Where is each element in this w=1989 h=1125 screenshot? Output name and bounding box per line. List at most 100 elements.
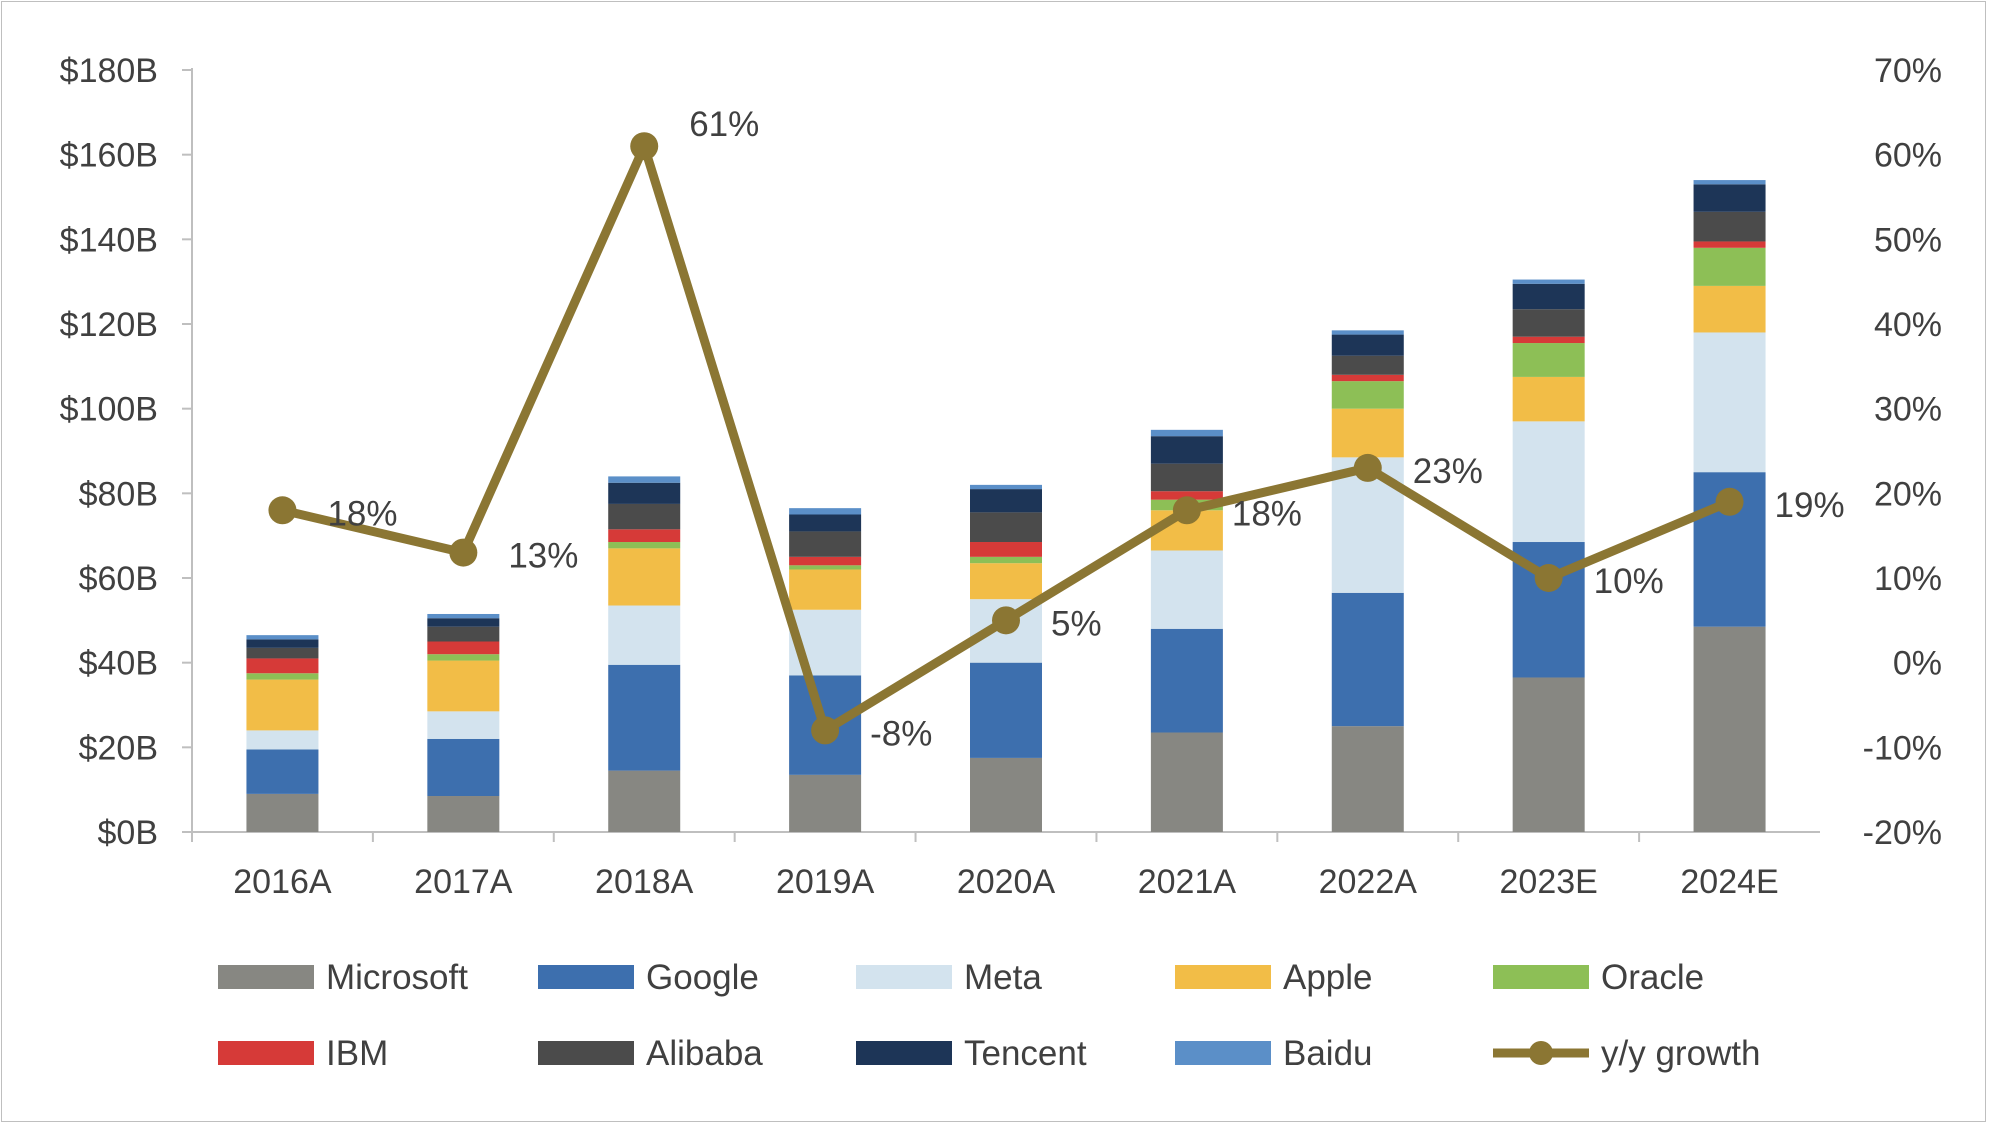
y-tick-label: $80B bbox=[79, 475, 158, 513]
growth-point bbox=[1715, 487, 1744, 516]
bar-baidu bbox=[970, 484, 1042, 490]
bar-apple bbox=[1693, 285, 1766, 333]
legend-label: Baidu bbox=[1283, 1034, 1373, 1073]
growth-data-label: 18% bbox=[327, 494, 397, 533]
x-tick-label: 2017A bbox=[414, 863, 513, 901]
bar-alibaba bbox=[608, 503, 681, 530]
legend-label: IBM bbox=[326, 1034, 388, 1073]
growth-point bbox=[992, 606, 1020, 635]
bar-baidu bbox=[427, 613, 500, 619]
legend-swatch-baidu bbox=[1175, 1041, 1271, 1065]
bar-google bbox=[246, 749, 319, 794]
growth-data-label: 23% bbox=[1413, 452, 1483, 491]
bar-tencent bbox=[1693, 184, 1766, 212]
bar-microsoft bbox=[789, 774, 862, 832]
legend-label: Alibaba bbox=[646, 1034, 763, 1073]
legend-swatch-microsoft bbox=[218, 965, 314, 989]
bar-ibm bbox=[608, 529, 681, 543]
x-tick-label: 2018A bbox=[595, 863, 694, 901]
growth-point bbox=[630, 132, 659, 161]
growth-point bbox=[268, 496, 297, 525]
bar-microsoft bbox=[1331, 726, 1404, 832]
bar-google bbox=[970, 662, 1042, 758]
bar-apple bbox=[789, 569, 862, 610]
bar-microsoft bbox=[608, 770, 681, 832]
bar-ibm bbox=[1693, 241, 1766, 248]
legend-label: Apple bbox=[1283, 958, 1373, 997]
bar-tencent bbox=[970, 489, 1042, 513]
bar-microsoft bbox=[427, 796, 500, 832]
bar-ibm bbox=[1331, 374, 1404, 382]
legend-swatch-tencent bbox=[856, 1041, 952, 1065]
bar-meta bbox=[1150, 550, 1223, 629]
bar-google bbox=[608, 664, 681, 771]
bar-microsoft bbox=[1512, 677, 1585, 832]
y2-tick-label: 40% bbox=[1874, 306, 1942, 344]
bar-tencent bbox=[1331, 334, 1404, 356]
bar-ibm bbox=[1512, 336, 1585, 344]
growth-point bbox=[1353, 453, 1382, 482]
x-tick-label: 2024E bbox=[1680, 863, 1778, 901]
y2-tick-label: -20% bbox=[1863, 814, 1942, 852]
bar-microsoft bbox=[1693, 626, 1766, 832]
bar-apple bbox=[427, 660, 500, 712]
legend-swatch-ibm bbox=[218, 1041, 314, 1065]
bar-baidu bbox=[1693, 180, 1766, 185]
y-tick-label: $60B bbox=[79, 560, 158, 598]
legend-label: y/y growth bbox=[1601, 1034, 1761, 1073]
y-tick-label: $160B bbox=[60, 137, 158, 175]
bar-alibaba bbox=[1331, 355, 1404, 375]
bar-alibaba bbox=[789, 531, 862, 557]
growth-data-label: 5% bbox=[1051, 604, 1102, 643]
bar-baidu bbox=[789, 508, 862, 515]
y2-tick-label: 0% bbox=[1893, 645, 1942, 683]
bar-google bbox=[1331, 592, 1404, 727]
y-tick-label: $180B bbox=[60, 52, 158, 90]
bar-apple bbox=[1331, 408, 1404, 458]
bar-meta bbox=[246, 730, 319, 750]
growth-data-label: 10% bbox=[1594, 562, 1664, 601]
x-tick-label: 2016A bbox=[233, 863, 332, 901]
growth-point bbox=[1534, 564, 1563, 592]
bar-ibm bbox=[970, 542, 1042, 557]
y-tick-label: $0B bbox=[98, 814, 159, 852]
bar-oracle bbox=[608, 542, 681, 549]
legend-swatch-alibaba bbox=[538, 1041, 634, 1065]
growth-point bbox=[811, 716, 840, 745]
legend-swatch-google bbox=[538, 965, 634, 989]
y2-tick-label: 10% bbox=[1874, 560, 1942, 598]
bar-tencent bbox=[608, 482, 681, 504]
bar-microsoft bbox=[1150, 732, 1223, 832]
bar-tencent bbox=[246, 639, 319, 648]
bar-tencent bbox=[1150, 436, 1223, 464]
y2-tick-label: 70% bbox=[1874, 52, 1942, 90]
legend-swatch-apple bbox=[1175, 965, 1271, 989]
bar-meta bbox=[427, 711, 500, 739]
x-tick-label: 2023E bbox=[1500, 863, 1598, 901]
bar-apple bbox=[246, 679, 319, 731]
x-tick-label: 2019A bbox=[776, 863, 875, 901]
bar-google bbox=[1150, 628, 1223, 733]
bar-alibaba bbox=[1693, 211, 1766, 242]
bar-oracle bbox=[1331, 381, 1404, 409]
bar-apple bbox=[1512, 376, 1585, 422]
bar-microsoft bbox=[970, 757, 1042, 832]
legend-swatch-meta bbox=[856, 965, 952, 989]
bar-alibaba bbox=[1512, 309, 1585, 337]
bar-tencent bbox=[427, 618, 500, 627]
growth-point bbox=[1172, 496, 1201, 525]
bar-oracle bbox=[1512, 343, 1585, 377]
y-tick-label: $20B bbox=[79, 729, 158, 767]
growth-data-label: 18% bbox=[1232, 494, 1302, 533]
y2-tick-label: -10% bbox=[1863, 729, 1942, 767]
bar-ibm bbox=[246, 658, 319, 674]
bar-baidu bbox=[246, 635, 319, 640]
bar-baidu bbox=[608, 476, 681, 483]
x-tick-label: 2022A bbox=[1319, 863, 1418, 901]
y2-tick-label: 60% bbox=[1874, 137, 1942, 175]
y2-tick-label: 50% bbox=[1874, 221, 1942, 259]
bar-alibaba bbox=[246, 647, 319, 659]
bar-meta bbox=[608, 605, 681, 665]
x-tick-label: 2021A bbox=[1138, 863, 1237, 901]
